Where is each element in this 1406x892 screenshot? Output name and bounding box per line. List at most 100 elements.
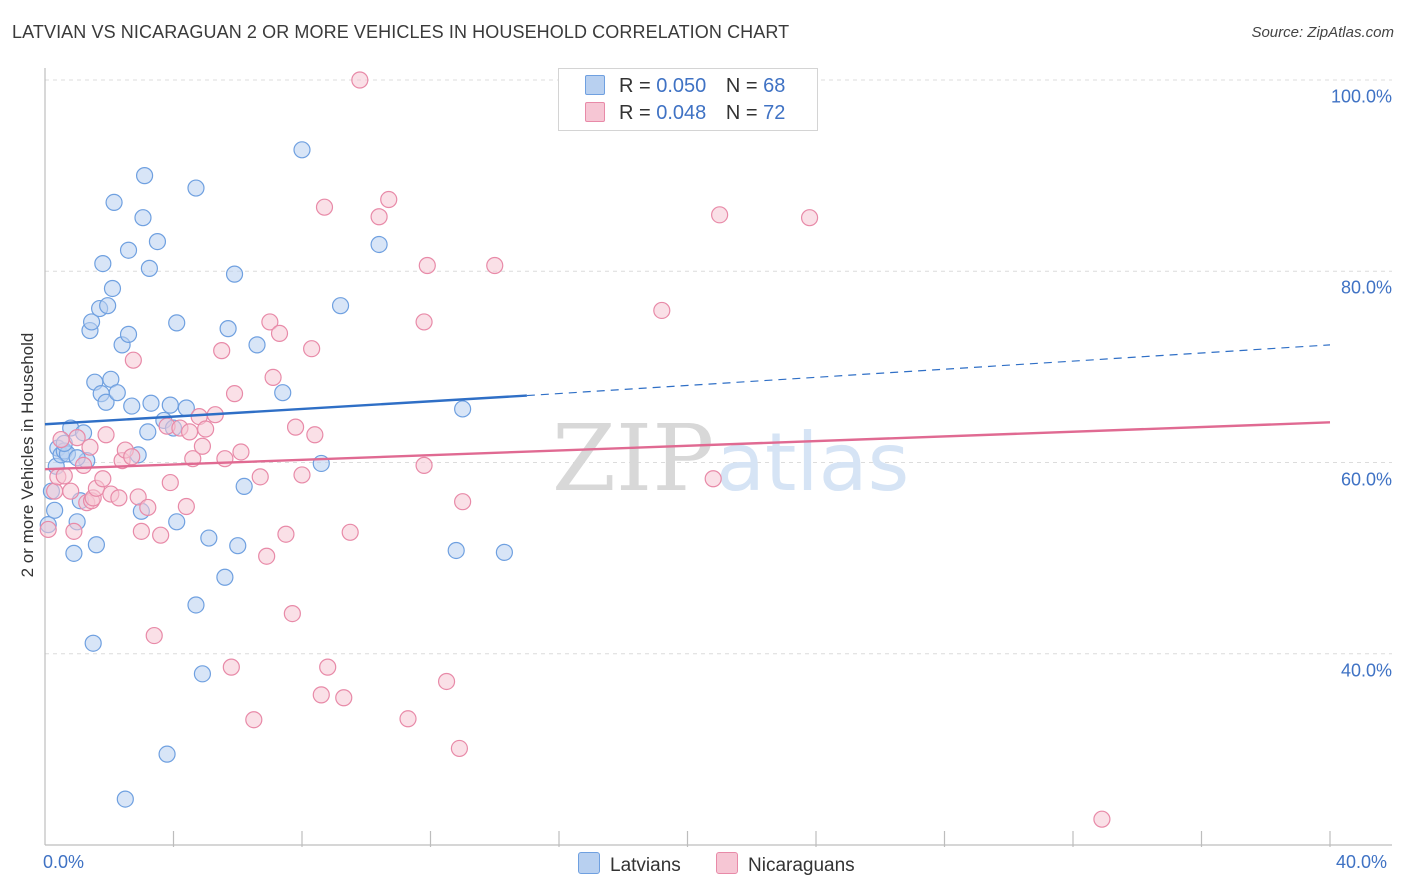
nicaraguan-point bbox=[312, 686, 330, 704]
latvian-point bbox=[158, 745, 176, 763]
latvian-point bbox=[139, 423, 157, 441]
nicaraguan-point bbox=[65, 522, 83, 540]
nicaraguan-point bbox=[152, 526, 170, 544]
latvian-point bbox=[274, 384, 292, 402]
latvian-point bbox=[99, 297, 117, 315]
latvian-point bbox=[248, 336, 266, 354]
nicaraguan-point bbox=[800, 209, 819, 227]
latvian-point bbox=[161, 396, 179, 414]
nicaraguan-point bbox=[55, 467, 73, 485]
legend-r-value-nicaraguans: 0.048 bbox=[656, 102, 707, 124]
y-tick-label: 40.0% bbox=[1340, 660, 1392, 681]
nicaraguan-point bbox=[62, 482, 80, 500]
latvian-point bbox=[370, 235, 388, 254]
nicaraguan-point bbox=[180, 423, 199, 441]
nicaraguan-point bbox=[1093, 810, 1111, 828]
chart-title: LATVIAN VS NICARAGUAN 2 OR MORE VEHICLES… bbox=[12, 22, 790, 42]
chart-source: Source: ZipAtlas.com bbox=[1251, 24, 1394, 41]
nicaraguan-point bbox=[704, 470, 722, 488]
nicaraguan-point bbox=[74, 456, 93, 474]
latvian-point bbox=[82, 313, 101, 331]
nicaraguan-point bbox=[319, 658, 337, 676]
latvian-point bbox=[105, 193, 123, 211]
nicaraguan-point bbox=[52, 430, 70, 449]
x-tick-max: 40.0% bbox=[1336, 852, 1388, 872]
nicaraguan-point bbox=[286, 418, 305, 436]
x-tick-min: 0.0% bbox=[43, 852, 85, 872]
nicaraguan-point bbox=[335, 689, 353, 707]
nicaraguan-point bbox=[380, 190, 398, 209]
nicaraguan-point bbox=[711, 206, 729, 224]
latvian-point bbox=[148, 233, 167, 251]
legend-n-value-latvians: 68 bbox=[763, 75, 786, 97]
latvian-point bbox=[65, 544, 83, 562]
nicaraguan-point bbox=[193, 437, 212, 455]
latvian-point bbox=[87, 536, 106, 554]
nicaraguan-point bbox=[303, 340, 321, 358]
nicaraguan-trend-line bbox=[44, 421, 1331, 471]
legend-n-label: N = bbox=[725, 75, 758, 97]
latvian-point bbox=[119, 241, 138, 259]
nicaraguan-point bbox=[261, 313, 279, 331]
nicaraguan-point bbox=[653, 301, 671, 320]
latvian-point bbox=[135, 167, 154, 185]
nicaraguan-point bbox=[139, 498, 157, 517]
latvian-point bbox=[229, 537, 247, 555]
nicaraguan-point bbox=[197, 420, 215, 438]
nicaraguan-point bbox=[129, 488, 147, 506]
nicaraguan-point bbox=[450, 739, 469, 758]
bottom-legend-label-latvians: Latvians bbox=[610, 855, 681, 876]
nicaraguan-point bbox=[225, 385, 244, 403]
nicaraguan-point bbox=[81, 438, 99, 456]
nicaraguan-point bbox=[415, 313, 433, 331]
correlation-legend: R = 0.050 N = 68 R = 0.048 N = 72 bbox=[558, 68, 818, 131]
nicaraguan-point bbox=[97, 426, 115, 444]
nicaraguan-point bbox=[161, 473, 179, 492]
latvian-point bbox=[187, 596, 205, 614]
bottom-legend-label-nicaraguans: Nicaraguans bbox=[748, 855, 855, 876]
nicaraguan-point bbox=[216, 450, 234, 468]
latvian-point bbox=[235, 477, 253, 496]
legend-r-value-latvians: 0.050 bbox=[656, 75, 707, 97]
latvian-point bbox=[168, 513, 186, 531]
latvian-point bbox=[119, 325, 138, 343]
latvian-point bbox=[84, 634, 102, 652]
latvian-point bbox=[225, 265, 244, 283]
nicaraguan-point bbox=[124, 351, 142, 369]
latvian-point bbox=[140, 259, 159, 277]
legend-swatch-latvians bbox=[585, 75, 605, 95]
nicaraguan-point bbox=[351, 71, 369, 89]
nicaraguan-point bbox=[341, 523, 359, 541]
bottom-legend-swatch-latvians bbox=[578, 852, 600, 874]
nicaraguan-point bbox=[68, 429, 86, 447]
nicaraguan-point bbox=[46, 482, 64, 500]
nicaraguan-point bbox=[270, 324, 289, 343]
nicaraguan-point bbox=[132, 522, 150, 540]
nicaraguan-point bbox=[399, 710, 417, 728]
nicaraguan-point bbox=[258, 547, 276, 565]
nicaraguan-point bbox=[145, 626, 163, 645]
nicaraguan-point bbox=[277, 525, 295, 543]
bottom-legend-latvians: Latvians bbox=[578, 852, 681, 877]
latvian-point bbox=[103, 279, 122, 298]
legend-row-latvians: R = 0.050 N = 68 bbox=[585, 75, 785, 99]
nicaraguan-point bbox=[315, 198, 334, 216]
latvian-point bbox=[331, 297, 350, 315]
nicaraguan-point bbox=[39, 520, 57, 539]
nicaraguan-point bbox=[418, 256, 436, 275]
nicaraguan-point bbox=[293, 466, 311, 484]
nicaraguan-point bbox=[486, 256, 504, 275]
nicaraguan-point bbox=[110, 489, 128, 507]
nicaraguan-point bbox=[94, 470, 112, 488]
nicaraguan-point bbox=[370, 208, 388, 226]
latvian-point bbox=[193, 665, 212, 683]
latvian-point bbox=[187, 179, 205, 197]
nicaraguan-point bbox=[454, 493, 472, 511]
nicaraguan-point bbox=[251, 468, 269, 486]
bottom-legend-swatch-nicaraguans bbox=[716, 852, 738, 874]
latvian-point bbox=[97, 393, 115, 411]
nicaraguan-point bbox=[283, 604, 301, 623]
legend-r-label: R = bbox=[619, 102, 651, 124]
nicaraguan-point bbox=[245, 711, 263, 729]
